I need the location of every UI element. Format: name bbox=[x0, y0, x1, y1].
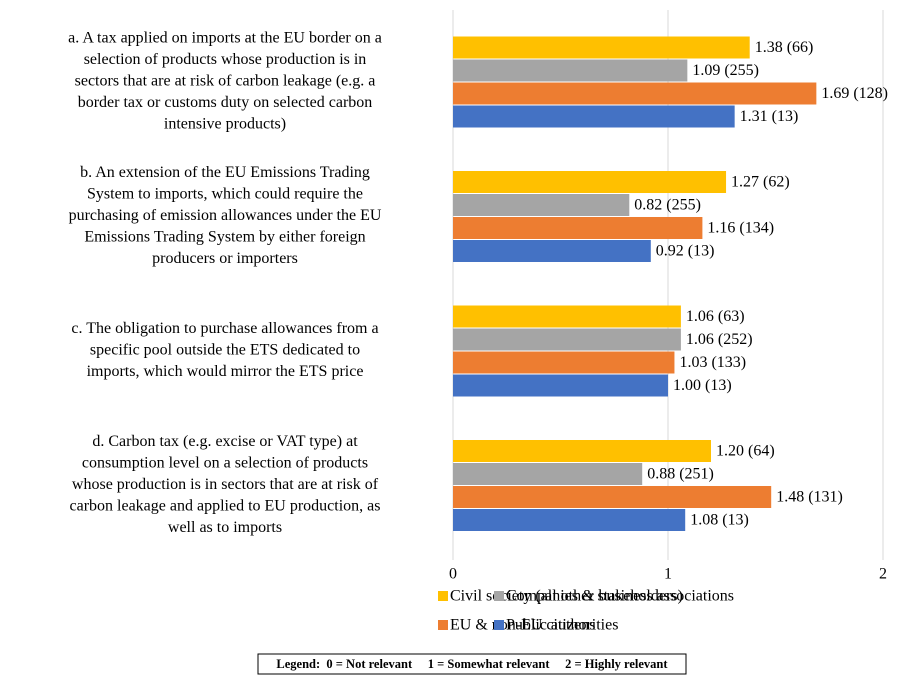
legend-swatch bbox=[494, 591, 504, 601]
legend-label: Civil society (all other stakeholders) bbox=[450, 588, 683, 605]
legend-swatch bbox=[438, 591, 448, 601]
legend-swatch bbox=[494, 620, 504, 630]
category-label: Emissions Trading System by either forei… bbox=[84, 229, 365, 246]
category-label: consumption level on a selection of prod… bbox=[82, 455, 368, 472]
bar bbox=[453, 305, 681, 328]
bar bbox=[453, 82, 817, 105]
x-tick-label: 0 bbox=[449, 566, 457, 583]
x-tick-label: 2 bbox=[879, 566, 887, 583]
category-label: imports, which would mirror the ETS pric… bbox=[87, 363, 364, 380]
value-label: 1.16 (134) bbox=[707, 220, 774, 237]
bar bbox=[453, 194, 630, 216]
category-label: intensive products) bbox=[164, 116, 286, 133]
value-label: 1.06 (252) bbox=[686, 331, 753, 348]
value-label: 1.31 (13) bbox=[740, 108, 799, 125]
value-label: 1.03 (133) bbox=[679, 354, 746, 371]
value-label: 1.09 (255) bbox=[692, 62, 759, 79]
bar bbox=[453, 59, 688, 82]
category-label: selection of products whose production i… bbox=[84, 51, 367, 68]
value-label: 1.27 (62) bbox=[731, 174, 790, 191]
x-tick-label: 1 bbox=[664, 566, 672, 583]
value-label: 1.69 (128) bbox=[821, 85, 888, 102]
note-box bbox=[257, 653, 687, 675]
bar bbox=[453, 36, 750, 59]
value-label: 0.88 (251) bbox=[647, 466, 714, 483]
bar bbox=[453, 509, 686, 531]
value-label: 1.38 (66) bbox=[755, 39, 814, 56]
category-label: purchasing of emission allowances under … bbox=[69, 207, 382, 224]
bar bbox=[453, 374, 668, 397]
bar bbox=[453, 328, 681, 351]
category-label: d. Carbon tax (e.g. excise or VAT type) … bbox=[92, 433, 358, 450]
category-label: specific pool outside the ETS dedicated … bbox=[90, 342, 360, 359]
category-label: b. An extension of the EU Emissions Trad… bbox=[80, 164, 370, 181]
bar bbox=[453, 351, 675, 374]
category-label: a. A tax applied on imports at the EU bo… bbox=[68, 30, 382, 47]
value-label: 1.48 (131) bbox=[776, 489, 843, 506]
category-label: border tax or customs duty on selected c… bbox=[78, 94, 373, 111]
legend-label: Companies & business associations bbox=[506, 588, 734, 605]
value-label: 1.08 (13) bbox=[690, 512, 749, 529]
category-label: c. The obligation to purchase allowances… bbox=[71, 320, 378, 337]
value-label: 0.82 (255) bbox=[634, 197, 701, 214]
legend-label: EU & non-EU citizens bbox=[450, 617, 595, 634]
value-label: 1.20 (64) bbox=[716, 443, 775, 460]
bar bbox=[453, 240, 651, 262]
bar bbox=[453, 463, 643, 485]
bar bbox=[453, 486, 772, 508]
category-label: carbon leakage and applied to EU product… bbox=[70, 498, 381, 515]
category-label: whose production is in sectors that are … bbox=[72, 476, 379, 493]
bar bbox=[453, 217, 703, 239]
value-label: 1.00 (13) bbox=[673, 377, 732, 394]
category-label: well as to imports bbox=[168, 519, 282, 536]
value-label: 0.92 (13) bbox=[656, 243, 715, 260]
category-label: System to imports, which could require t… bbox=[87, 186, 363, 203]
bar bbox=[453, 105, 735, 128]
category-label: sectors that are at risk of carbon leaka… bbox=[75, 73, 376, 90]
value-label: 1.06 (63) bbox=[686, 308, 745, 325]
category-label: producers or importers bbox=[152, 250, 298, 267]
legend-swatch bbox=[438, 620, 448, 630]
note: Legend: 0 = Not relevant 1 = Somewhat re… bbox=[276, 657, 668, 671]
bar bbox=[453, 440, 711, 462]
legend-label: Public authorities bbox=[506, 617, 618, 634]
bar bbox=[453, 171, 727, 193]
